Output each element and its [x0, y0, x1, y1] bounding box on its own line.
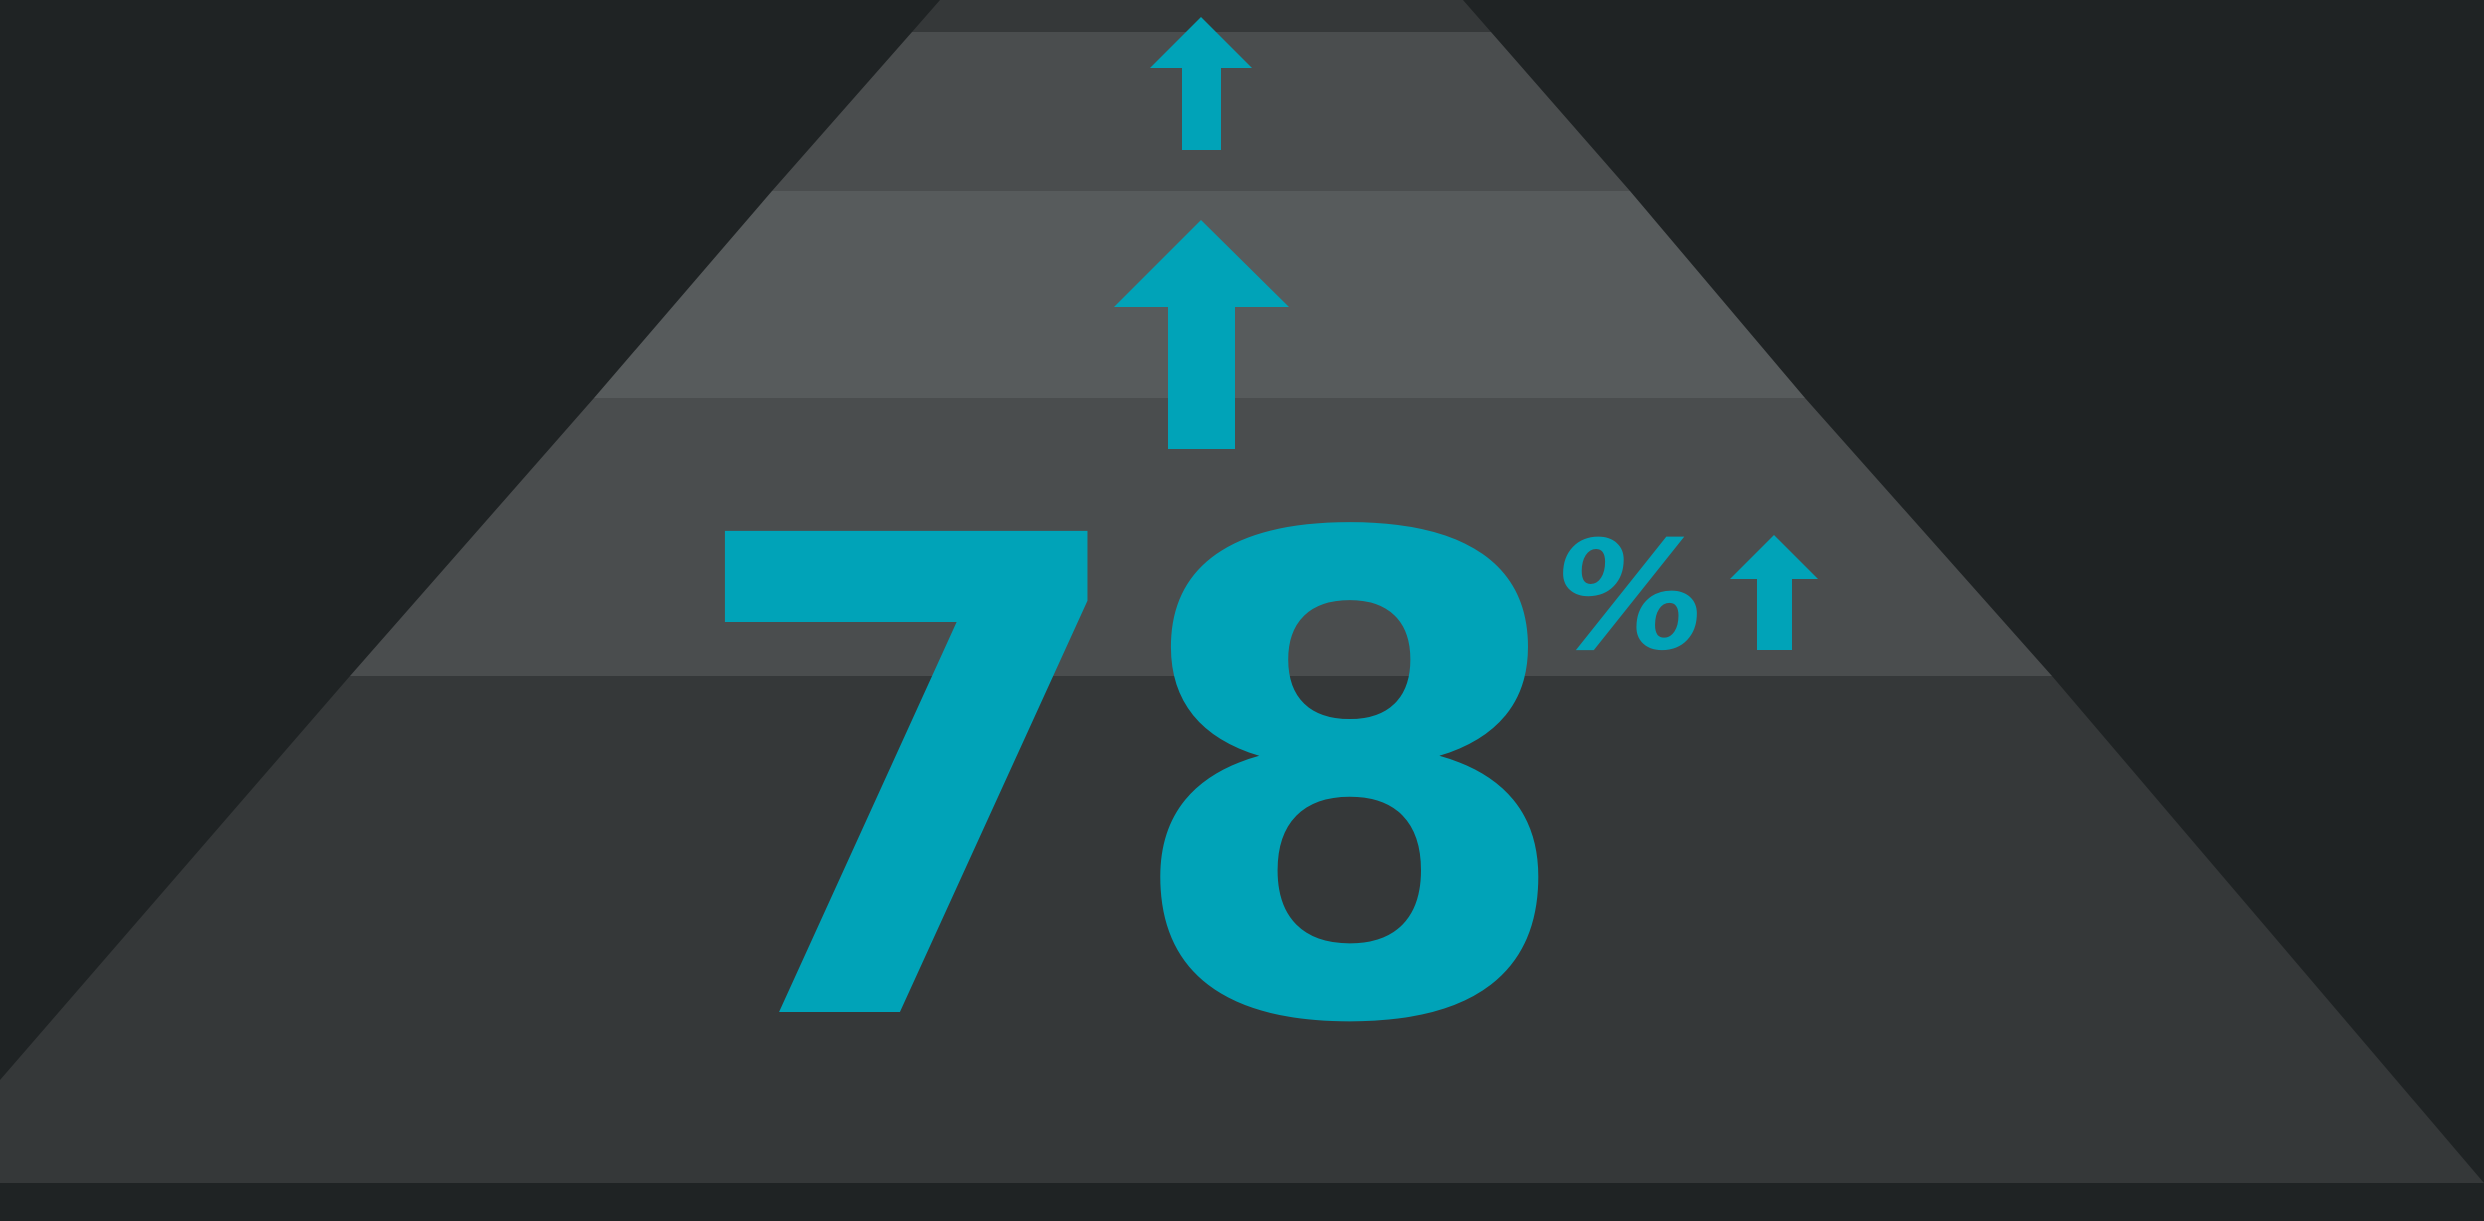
stat-unit: % [1555, 510, 1705, 684]
stat-value: 78 [681, 399, 1559, 1168]
